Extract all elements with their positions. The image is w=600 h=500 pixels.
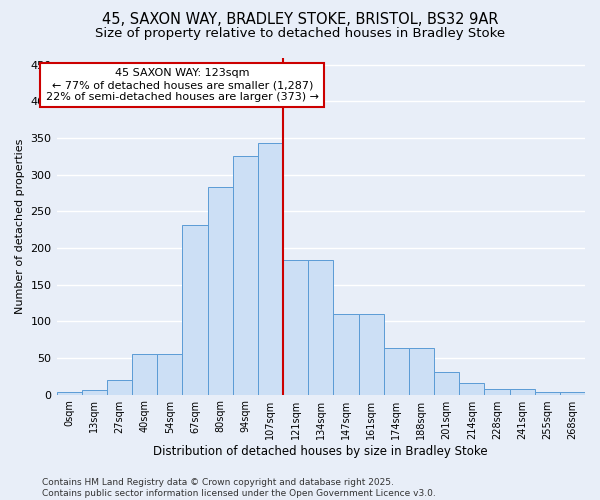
Bar: [132, 354, 157, 395]
Bar: [208, 187, 233, 394]
Bar: [56, 392, 82, 394]
Bar: [283, 260, 308, 394]
Text: Contains HM Land Registry data © Crown copyright and database right 2025.
Contai: Contains HM Land Registry data © Crown c…: [42, 478, 436, 498]
Bar: [434, 372, 459, 394]
Bar: [560, 392, 585, 394]
Bar: [182, 224, 208, 394]
Bar: [459, 383, 484, 394]
Bar: [157, 354, 182, 395]
Y-axis label: Number of detached properties: Number of detached properties: [15, 138, 25, 314]
Bar: [359, 314, 383, 394]
Text: 45, SAXON WAY, BRADLEY STOKE, BRISTOL, BS32 9AR: 45, SAXON WAY, BRADLEY STOKE, BRISTOL, B…: [102, 12, 498, 28]
Bar: [233, 156, 258, 394]
Bar: [535, 392, 560, 394]
Bar: [334, 314, 359, 394]
Bar: [82, 390, 107, 394]
Bar: [107, 380, 132, 394]
Text: 45 SAXON WAY: 123sqm
← 77% of detached houses are smaller (1,287)
22% of semi-de: 45 SAXON WAY: 123sqm ← 77% of detached h…: [46, 68, 319, 102]
Text: Size of property relative to detached houses in Bradley Stoke: Size of property relative to detached ho…: [95, 28, 505, 40]
X-axis label: Distribution of detached houses by size in Bradley Stoke: Distribution of detached houses by size …: [154, 444, 488, 458]
Bar: [258, 143, 283, 395]
Bar: [383, 348, 409, 395]
Bar: [409, 348, 434, 395]
Bar: [308, 260, 334, 394]
Bar: [509, 390, 535, 394]
Bar: [484, 390, 509, 394]
